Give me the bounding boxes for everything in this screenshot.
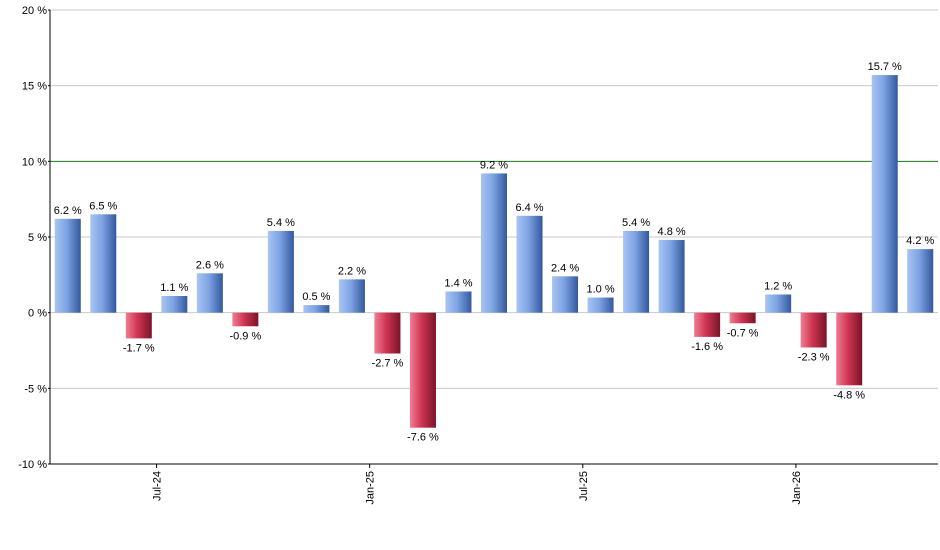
bar — [907, 249, 934, 313]
data-label: -0.7 % — [727, 327, 759, 339]
y-tick-label: -10 % — [18, 459, 47, 471]
axes: -10 % -5 % 0 % 5 % 10 % 15 % 20 % Jul-24 Jan-25 J… — [18, 5, 938, 505]
data-label: 1.4 % — [444, 277, 472, 289]
bar — [587, 297, 614, 313]
data-label: 5.4 % — [622, 217, 650, 229]
bar — [836, 312, 863, 386]
bar — [409, 312, 436, 428]
bar — [338, 279, 365, 313]
data-label: 0.5 % — [302, 291, 330, 303]
data-label: -7.6 % — [407, 432, 439, 444]
bar — [694, 312, 721, 337]
bar — [445, 291, 472, 313]
bar — [623, 230, 650, 313]
x-tick-label: Jan-25 — [365, 471, 377, 505]
bar — [232, 312, 259, 327]
data-label: 15.7 % — [868, 61, 902, 73]
bar — [161, 296, 188, 313]
bar — [267, 230, 294, 313]
data-label: -1.6 % — [691, 341, 723, 353]
data-label: -2.7 % — [372, 358, 404, 370]
data-label: 2.4 % — [551, 262, 579, 274]
bar — [765, 294, 792, 313]
bar — [90, 214, 117, 313]
data-labels: 6.2 % 6.5 % -1.7 % 1.1 % 2.6 % -0.9 % 5.4 % 0.5… — [54, 61, 935, 444]
data-label: 6.4 % — [515, 202, 543, 214]
bar — [552, 276, 579, 313]
data-label: -0.9 % — [229, 330, 261, 342]
y-tick-label: 20 % — [22, 5, 47, 17]
data-label: -2.3 % — [798, 351, 830, 363]
data-label: 5.4 % — [267, 217, 295, 229]
data-label: 6.2 % — [54, 205, 82, 217]
data-label: 2.2 % — [338, 265, 366, 277]
x-tick-label: Jul-24 — [152, 471, 164, 501]
bar — [125, 312, 152, 339]
bars — [54, 75, 934, 428]
bar — [800, 312, 827, 348]
bar — [374, 312, 401, 354]
data-label: 1.0 % — [586, 284, 614, 296]
y-tick-label: 15 % — [22, 81, 47, 93]
y-tick-label: 10 % — [22, 156, 47, 168]
data-label: 2.6 % — [196, 259, 224, 271]
bar — [54, 218, 81, 313]
bar — [871, 75, 898, 313]
x-tick-label: Jul-25 — [578, 471, 590, 501]
data-label: 1.2 % — [764, 281, 792, 293]
data-label: 1.1 % — [160, 282, 188, 294]
bar — [729, 312, 756, 324]
bar — [481, 173, 507, 313]
y-tick-label: 5 % — [28, 232, 47, 244]
data-label: 6.5 % — [89, 200, 117, 212]
data-label: -4.8 % — [833, 389, 865, 401]
data-label: 4.2 % — [906, 235, 934, 247]
bar — [303, 305, 330, 313]
data-label: 9.2 % — [480, 159, 508, 171]
y-tick-label: -5 % — [24, 383, 47, 395]
x-tick-label: Jan-26 — [791, 471, 803, 505]
bar — [516, 215, 543, 313]
bar — [658, 240, 685, 313]
data-label: 4.8 % — [658, 226, 686, 238]
y-tick-label: 0 % — [28, 308, 47, 320]
bar — [196, 273, 223, 313]
data-label: -1.7 % — [123, 342, 155, 354]
